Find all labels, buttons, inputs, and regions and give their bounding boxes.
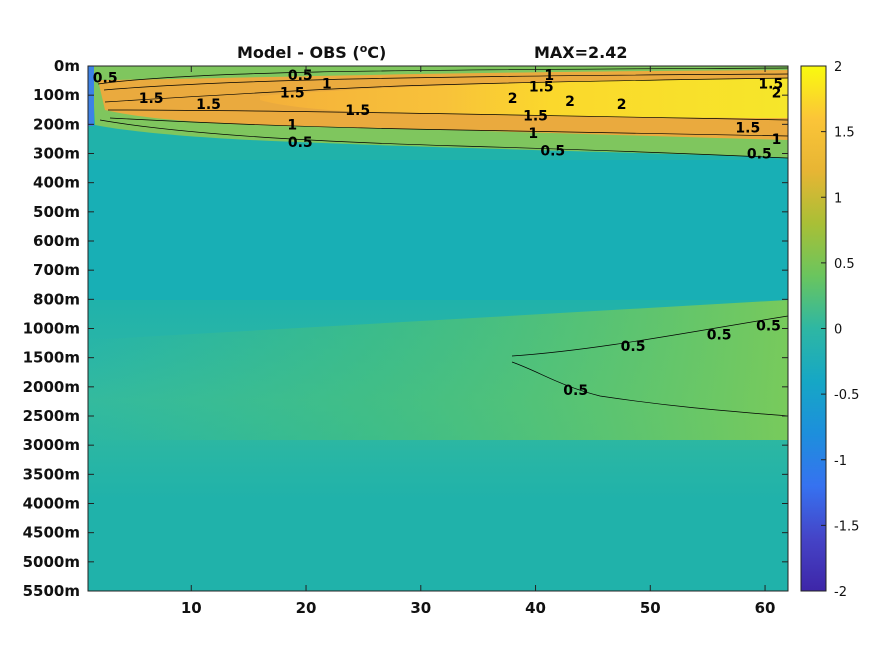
contour-label: 0.5: [747, 147, 772, 163]
colorbar-tick-label: 0: [834, 323, 842, 338]
contour-label: 1.5: [523, 109, 548, 125]
contour-line: [511, 315, 788, 357]
colorbar-tick-label: 2: [834, 60, 842, 75]
x-axis: 10 20 30 40 50 60: [181, 66, 776, 617]
colorbar-tick-label: -1.5: [834, 519, 859, 534]
y-tick-label: 5000m: [23, 553, 80, 571]
field-green-zone: [88, 300, 788, 440]
contour-line: [107, 109, 788, 121]
contour-label: 0.5: [756, 319, 781, 335]
colorbar: 2 1.5 1 0.5 0 -0.5 -1 -1.5 -2: [800, 60, 859, 600]
contour-label: 0.5: [540, 144, 565, 160]
chart-title: Model - OBS (oC): [237, 42, 386, 62]
y-tick-label: 500m: [33, 203, 80, 221]
colorbar-tick-label: -1: [834, 454, 847, 469]
y-axis: 0m 100m 200m 300m 400m 500m 600m 700m 800m 1000m 1…: [23, 57, 788, 600]
field-cool-band: [88, 160, 788, 300]
x-tick-label: 60: [755, 599, 776, 617]
contour-label: 2: [565, 94, 575, 110]
contour-label: 1: [287, 117, 297, 133]
contour-line: [99, 119, 788, 159]
contour-label: 1.5: [345, 103, 370, 119]
y-tick-label: 2000m: [23, 378, 80, 396]
colorbar-tick-label: 1.5: [834, 126, 855, 141]
y-tick-label: 200m: [33, 115, 80, 133]
contour-label: 2: [772, 85, 782, 101]
y-tick-label: 1500m: [23, 349, 80, 367]
x-tick-label: 50: [640, 599, 661, 617]
contour-label: 0.5: [563, 383, 588, 399]
colorbar-tick-label: 0.5: [834, 257, 855, 272]
colorbar-tick-label: 1: [834, 191, 842, 206]
contour-label: 0.5: [621, 339, 646, 355]
contour-line: [511, 361, 788, 417]
y-tick-label: 800m: [33, 290, 80, 308]
contour-label: 1.5: [735, 120, 760, 136]
y-tick-label: 4500m: [23, 524, 80, 542]
contour-label: 1: [544, 68, 554, 84]
y-tick-label: 700m: [33, 261, 80, 279]
y-tick-label: 5500m: [23, 582, 80, 600]
contour-line: [109, 117, 788, 137]
contour-lines: [97, 67, 788, 417]
y-tick-label: 400m: [33, 174, 80, 192]
y-tick-label: 3000m: [23, 436, 80, 454]
contour-label: 1.5: [758, 77, 783, 93]
x-tick-label: 40: [525, 599, 546, 617]
contour-label: 1: [322, 77, 332, 93]
y-tick-label: 300m: [33, 145, 80, 163]
contour-label: 1.5: [280, 85, 305, 101]
contour-label: 2: [508, 91, 518, 107]
contour-label: 0.5: [288, 135, 313, 151]
y-tick-label: 4000m: [23, 495, 80, 513]
contour-line: [103, 73, 788, 91]
y-tick-label: 0m: [54, 57, 80, 75]
contour-label: 1.5: [529, 79, 554, 95]
x-tick-label: 10: [181, 599, 202, 617]
y-tick-label: 1000m: [23, 320, 80, 338]
contour-label: 2: [617, 97, 627, 113]
contour-line: [104, 77, 788, 103]
field-left-strip: [88, 66, 94, 126]
x-tick-label: 20: [296, 599, 317, 617]
contour-label: 0.5: [707, 327, 732, 343]
contour-label: 1.5: [196, 97, 221, 113]
x-tick-label: 30: [410, 599, 431, 617]
y-tick-label: 3500m: [23, 465, 80, 483]
max-label: MAX=2.42: [534, 43, 628, 62]
contour-label: 1: [772, 132, 782, 148]
y-tick-label: 100m: [33, 86, 80, 104]
y-tick-label: 600m: [33, 232, 80, 250]
field-yellow-core: [260, 78, 788, 118]
heatmap-field: [88, 66, 788, 591]
contour-label: 1.5: [139, 91, 164, 107]
contour-label: 0.5: [93, 71, 118, 87]
colorbar-tick-label: -2: [834, 585, 847, 600]
contour-label: 0.5: [288, 68, 313, 84]
colorbar-tick-label: -0.5: [834, 388, 859, 403]
contour-line: [97, 67, 788, 85]
y-tick-label: 2500m: [23, 407, 80, 425]
contour-label: 1: [528, 126, 538, 142]
